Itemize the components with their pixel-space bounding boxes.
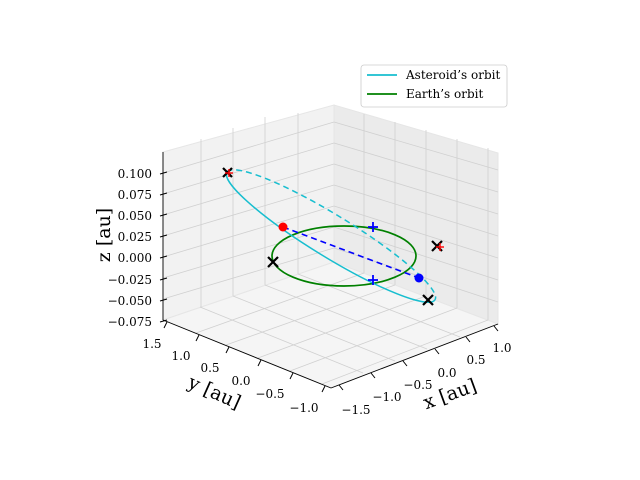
- y-tick: 1.5: [142, 321, 168, 351]
- y-tick: 0.0: [231, 359, 262, 388]
- x-tick: 1.0: [492, 325, 512, 355]
- svg-text:0.000: 0.000: [118, 251, 152, 265]
- z-tick: −0.075: [108, 315, 168, 329]
- svg-text:−1.5: −1.5: [341, 403, 370, 417]
- red-plus-markers: [225, 169, 444, 251]
- z-tick: 0.025: [118, 230, 168, 244]
- x-tick: −0.5: [402, 360, 433, 392]
- node-marker: [422, 294, 434, 306]
- legend-label-earth: Earth’s orbit: [406, 87, 483, 101]
- z-tick: −0.025: [108, 273, 168, 287]
- x-tick: 0.0: [434, 348, 457, 380]
- svg-text:1.0: 1.0: [171, 349, 190, 363]
- x-tick: 0.5: [465, 336, 486, 367]
- z-axis-label: z [au]: [93, 208, 115, 262]
- svg-text:−0.5: −0.5: [403, 378, 432, 392]
- svg-text:1.0: 1.0: [492, 341, 511, 355]
- z-tick: 0.100: [118, 167, 168, 181]
- z-tick: −0.050: [108, 294, 168, 308]
- plus-markers: [368, 222, 378, 285]
- y-tick: 0.5: [200, 346, 230, 375]
- y-tick: 1.0: [171, 334, 200, 363]
- svg-text:0.5: 0.5: [466, 353, 485, 367]
- svg-text:−0.5: −0.5: [255, 387, 284, 401]
- y-axis-ticks: 1.5 1.0 0.5 0.0 −0.5 −1.0: [142, 321, 326, 415]
- earth-orbit-line: [271, 225, 417, 287]
- asteroid-position-dot: [278, 222, 288, 232]
- svg-text:1.5: 1.5: [142, 337, 161, 351]
- y-tick: −0.5: [255, 372, 294, 401]
- svg-text:0.050: 0.050: [118, 209, 152, 223]
- red-plus-marker: [225, 169, 233, 177]
- y-tick: −1.0: [289, 385, 326, 415]
- svg-text:−0.075: −0.075: [108, 315, 152, 329]
- svg-text:0.5: 0.5: [200, 361, 219, 375]
- svg-text:−1.0: −1.0: [372, 390, 401, 404]
- z-tick: 0.075: [118, 188, 168, 202]
- z-axis-ticks: 0.100 0.075 0.050 0.025 0.000 −0.025 −0.…: [108, 167, 168, 329]
- svg-text:0.0: 0.0: [231, 374, 250, 388]
- svg-text:−0.050: −0.050: [108, 294, 152, 308]
- legend-label-asteroid: Asteroid’s orbit: [405, 68, 500, 82]
- grid-lines: [162, 113, 499, 385]
- asteroid-orbit-line: [225, 171, 436, 303]
- position-connector: [282, 226, 420, 279]
- red-plus-marker: [436, 243, 444, 251]
- z-tick: 0.000: [118, 251, 168, 265]
- svg-text:0.100: 0.100: [118, 167, 152, 181]
- z-tick: 0.050: [118, 209, 168, 223]
- legend-box: [360, 64, 508, 108]
- legend: Asteroid’s orbit Earth’s orbit: [360, 64, 508, 108]
- asteroid-orbit: [225, 169, 437, 303]
- x-axis-ticks: −1.5 −1.0 −0.5 0.0 0.5 1.0: [338, 325, 512, 417]
- svg-text:0.0: 0.0: [437, 366, 456, 380]
- x-tick: −1.5: [338, 384, 371, 417]
- svg-text:−0.025: −0.025: [108, 273, 152, 287]
- node-marker: [267, 256, 279, 268]
- svg-text:0.075: 0.075: [118, 188, 152, 202]
- svg-text:0.025: 0.025: [118, 230, 152, 244]
- crossing-marker: [368, 275, 378, 285]
- x-tick: −1.0: [370, 372, 402, 404]
- crossing-marker: [368, 222, 378, 232]
- svg-text:−1.0: −1.0: [289, 401, 318, 415]
- earth-position-dot: [414, 273, 424, 283]
